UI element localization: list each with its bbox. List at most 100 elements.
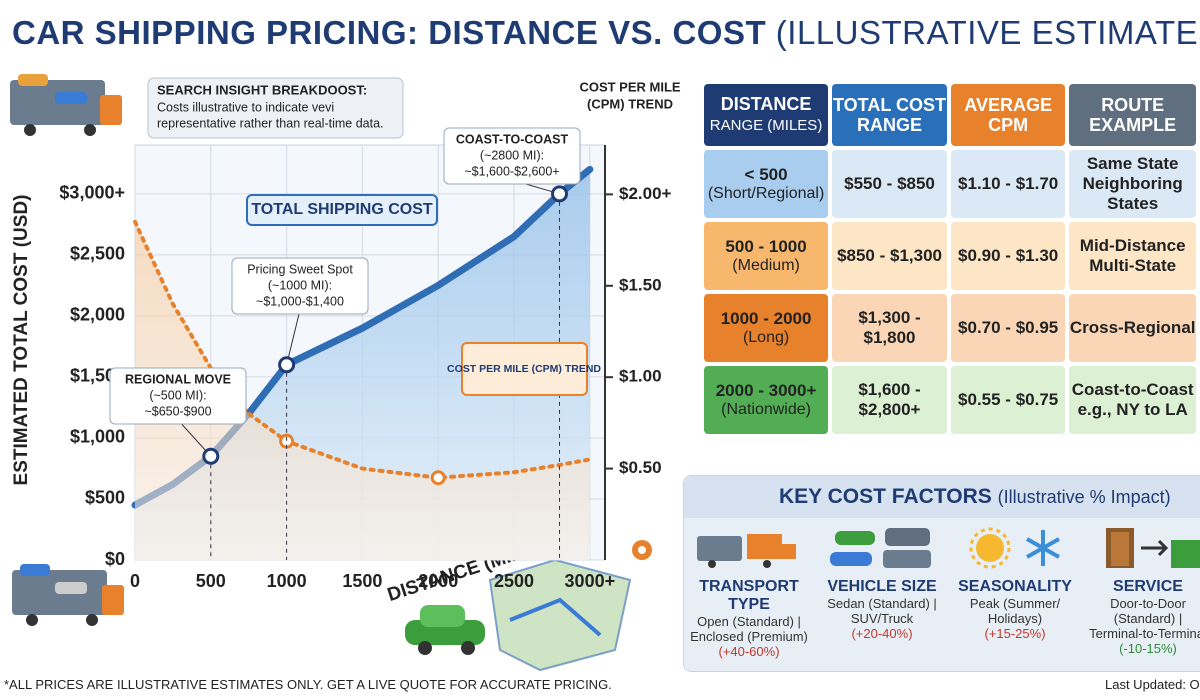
cell-text: Multi-State [1089,256,1177,275]
y-axis-title: ESTIMATED TOTAL COST (USD) [11,195,32,486]
factor-icon [829,528,931,568]
x-tick-label: 500 [196,571,226,591]
factor-text: Peak (Summer/ [969,596,1061,611]
callout-box [443,127,581,185]
cell-text: < 500 [744,165,788,184]
header-text: RANGE [857,115,923,135]
y2-tick-label: $1.00 [619,367,662,386]
series-area [135,221,590,561]
chart: SEARCH INSIGHT BREAKDOOST: Costs illustr… [10,74,681,672]
callout-text: (~2800 MI): [480,148,544,162]
table-row: 1000 - 2000 (Long) $1,300 - $1,800 $0.70 - … [704,294,1196,362]
factor-name: SEASONALITY [958,578,1072,595]
cell-text: $1,300 - $1,800 [858,308,921,347]
factor-impact: (-10-15%) [1119,641,1177,656]
x-tick-label: 1500 [342,571,382,591]
table-header: DISTANCE RANGE (MILES) TOTAL COST RANGE AV… [704,84,1196,146]
callout-leader [286,309,301,365]
table-row: 500 - 1000 (Medium) $850 - $1,300 $0.90 - $… [704,222,1196,290]
insight-text: Costs illustrative to indicate vevi [157,100,334,114]
key-factors-subtitle: (Illustrative % Impact) [997,487,1171,507]
factor-card: SEASONALITY Peak (Summer/Holidays) (+15-25… [945,526,1085,641]
x-tick-label: 1000 [267,571,307,591]
x-tick-label: 2500 [494,571,534,591]
key-factors-header: KEY COST FACTORS (Illustrative % Impact) [684,476,1200,518]
header-text: DISTANCE [720,94,812,114]
cell-text: (Short/Regional) [707,185,825,202]
table-cell: Mid-Distance Multi-State [1069,222,1196,290]
cell-text: (Long) [742,329,790,346]
key-factors-title: KEY COST FACTORS [779,485,992,508]
x-tick-label: 3000+ [565,571,616,591]
cell-text: $1.10 - $1.70 [958,174,1059,193]
factor-card: TRANSPORT TYPE Open (Standard) | Enclosed … [679,526,819,659]
factor-text: Holidays) [987,611,1043,626]
cost-marker [202,447,220,465]
table-cell: Coast-to-Coast e.g., NY to LA [1069,366,1196,434]
title: CAR SHIPPING PRICING: DISTANCE VS. COST … [12,14,1200,52]
y2-axis-title: (CPM) TREND [587,96,673,111]
series-label-box [246,194,438,226]
table-cell: $0.55 - $0.75 [950,366,1066,434]
header-cell: DISTANCE RANGE (MILES) [704,84,829,146]
table-cell: < 500 (Short/Regional) [704,150,829,218]
series-line [133,219,592,480]
y2-tick-label: $0.50 [619,458,662,477]
cell-text: $850 - $1,300 [837,246,942,265]
header-text: AVERAGE [964,95,1052,115]
cell-text: $0.55 - $0.75 [958,390,1059,409]
factor-card: VEHICLE SIZE Sedan (Standard) | SUV/Truck(… [812,526,952,641]
table-cell: Cross-Regional [1069,294,1196,362]
factor-icon [969,527,1060,569]
cell-text: $1,600 - $2,800+ [858,380,921,419]
y-tick-label: $2,500 [70,244,125,264]
factor-icon [1105,528,1200,568]
callout-text: (~1000 MI): [268,278,332,292]
cell-text: Cross-Regional [1069,318,1196,337]
cost-marker [551,185,569,203]
title-suffix: (ILLUSTRATIVE ESTIMATES) [775,14,1200,51]
cell-text: 1000 - 2000 [720,309,812,328]
cell-text: e.g., NY to LA [1077,400,1188,419]
table-cell: $1,300 - $1,800 [832,294,947,362]
header-cell: AVERAGE CPM [950,84,1066,146]
table-row: 2000 - 3000+ (Nationwide) $1,600 - $2,800+… [704,366,1196,434]
footer: *ALL PRICES ARE ILLUSTRATIVE ESTIMATES O… [4,677,612,692]
y2-tick-label: $1.50 [619,275,662,294]
updated: Last Updated: O [1105,677,1200,692]
truck-icon [12,564,124,626]
y-tick-label: $500 [85,488,125,508]
table-cell: $0.70 - $0.95 [950,294,1066,362]
y-tick-label: $1,000 [70,427,125,447]
table-cell: $0.90 - $1.30 [950,222,1066,290]
pricing-table: DISTANCE RANGE (MILES) TOTAL COST RANGE AV… [700,80,1200,438]
callout-text: (~500 MI): [149,388,206,402]
cell-text: 2000 - 3000+ [715,381,817,400]
cell-text: Coast-to-Coast [1071,380,1194,399]
factor-impact: (+20-40%) [851,626,913,641]
cell-text: 500 - 1000 [725,237,807,256]
title-main: CAR SHIPPING PRICING: DISTANCE VS. COST [12,14,767,51]
table-cell: $850 - $1,300 [832,222,947,290]
callout-text: COAST-TO-COAST [456,132,569,146]
factor-text: SUV/Truck [850,611,914,626]
y-tick-label: $3,000+ [59,183,125,203]
y-tick-label: $2,000 [70,305,125,325]
cell-text: Mid-Distance [1079,236,1186,255]
cell-text: Neighboring States [1082,174,1183,213]
table-cell: 1000 - 2000 (Long) [704,294,829,362]
car-icon [405,605,485,655]
callout-text: ~$1,600-$2,600+ [464,164,559,178]
factor-text: Door-to-Door (Standard) | [1110,596,1186,626]
table-cell: 2000 - 3000+ (Nationwide) [704,366,829,434]
callout-box [231,257,369,315]
factor-impact: (+40-60%) [718,644,780,659]
header-text: ROUTE [1101,95,1165,115]
factor-text: Sedan (Standard) | [827,596,937,611]
truck-icon [10,74,122,136]
factor-name: TRANSPORT TYPE [699,578,799,613]
header-text: TOTAL COST [833,95,947,115]
cost-marker [278,356,296,374]
